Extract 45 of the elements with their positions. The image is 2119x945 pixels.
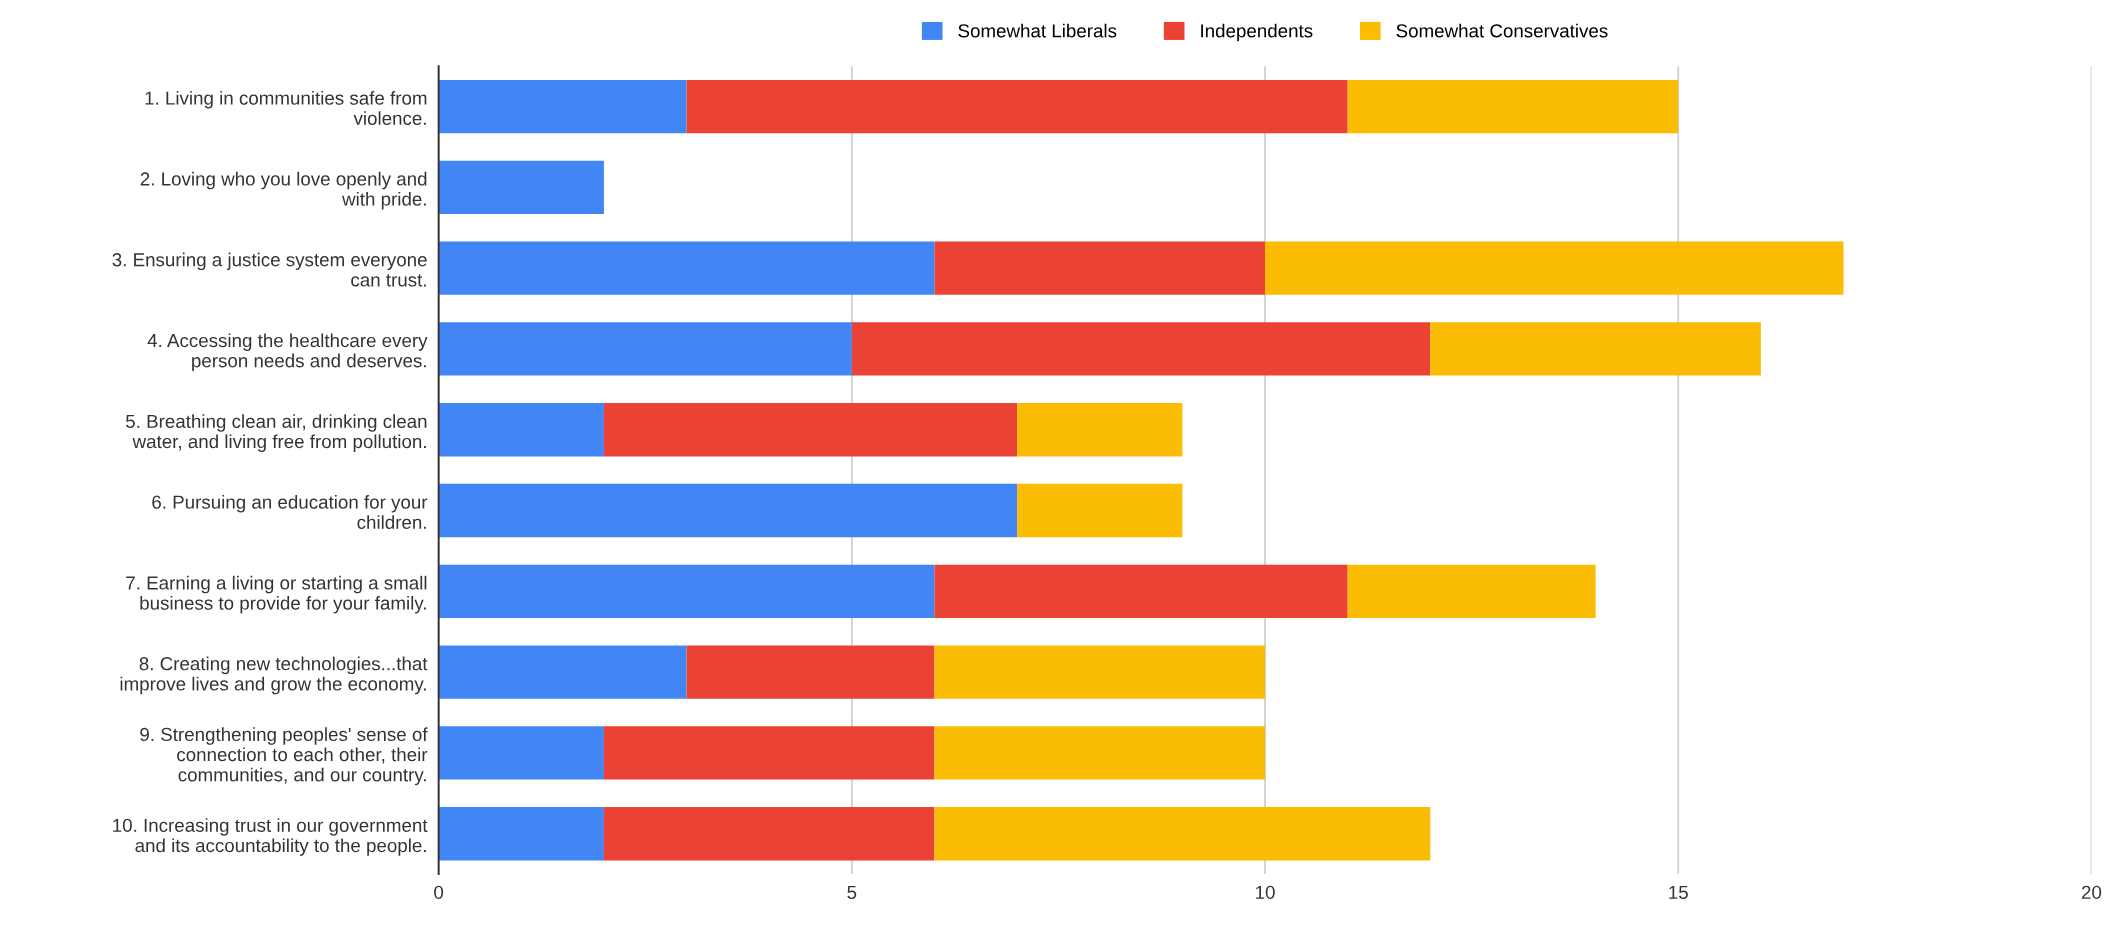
bar [686,645,935,699]
bar [1430,322,1761,376]
bar [1017,483,1183,538]
bar [1347,79,1679,134]
bar [934,645,1266,699]
bar [934,241,1266,295]
bar [603,726,935,780]
bar [851,322,1431,376]
y-tick-label: 5. Breathing clean air, drinking clean water, and living free from pollution. [126,414,427,452]
y-tick-label: 10. Increasing trust in our government and its accountability to the people. [113,818,428,856]
bar [438,564,935,618]
y-tick-label: 3. Ensuring a justice system everyone can trust. [112,252,427,287]
x-tick-label: 20 [2081,885,2102,900]
bar [438,645,687,699]
bar [934,807,1431,861]
x-tick-label: 5 [847,885,857,900]
bar [438,807,604,861]
y-tick-label: 2. Loving who you love openly and with pride. [140,171,427,210]
bar [1265,241,1844,295]
bar [934,726,1266,780]
bar [1017,403,1183,457]
y-tick-label: 9. Strengthening peoples' sense of connection to each other, their communities, and our country. [140,727,428,786]
x-tick-label: 15 [1669,885,1688,900]
y-tick-label: 4. Accessing the healthcare every person needs and deserves. [147,333,428,372]
bar [438,160,604,215]
bar [1347,564,1596,618]
legend-label: Somewhat Liberals [958,23,1117,38]
y-tick-label: 8. Creating new technologies...that improve lives and grow the economy. [120,656,428,695]
legend-label: Independents [1201,23,1313,42]
y-tick-label: 1. Living in communities safe from violence. [145,91,427,125]
bar [438,403,604,457]
y-tick-label: 6. Pursuing an education for your children. [152,495,428,529]
x-tick-label: 0 [434,885,444,900]
y-tick-label: 7. Earning a living or starting a small business to provide for your family. [126,575,427,614]
bar [438,322,852,376]
bar [603,807,935,861]
bar [438,483,1018,538]
bar [438,79,687,134]
x-tick-label: 10 [1256,885,1275,900]
bar [438,726,604,780]
legend-label: Somewhat Conservatives [1396,23,1608,38]
bar [686,79,1348,134]
bar [603,403,1018,457]
bar [438,241,935,295]
bar [934,564,1348,618]
